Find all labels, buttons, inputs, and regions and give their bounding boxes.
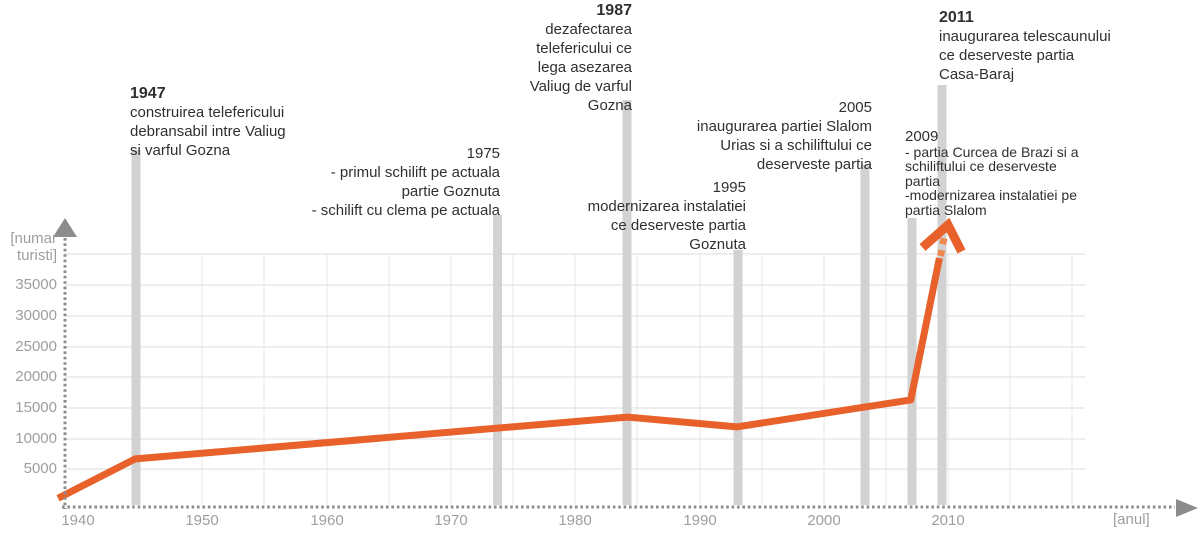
event-year: 2011	[939, 9, 974, 26]
event-bar-1995	[733, 250, 743, 505]
event-description: - partia Curcea de Brazi si a schiliftul…	[905, 143, 1079, 218]
y-tick-10000: 10000	[15, 430, 57, 447]
x-axis-arrow-icon	[1176, 499, 1198, 517]
trend-up-arrow-icon	[919, 217, 966, 254]
x-tick-1950: 1950	[185, 512, 219, 529]
event-annotation-1987: 1987 dezafectarea telefericului ce lega …	[530, 1, 632, 115]
x-tick-1990: 1990	[683, 512, 717, 529]
event-year: 2005	[838, 99, 872, 116]
event-description: dezafectarea telefericului ce lega aseza…	[529, 21, 632, 114]
y-axis-arrow-icon	[53, 218, 77, 237]
tourists-line	[56, 257, 943, 502]
x-tick-1940: 1940	[61, 512, 95, 529]
x-tick-1980: 1980	[558, 512, 592, 529]
y-tick-15000: 15000	[15, 399, 57, 416]
event-description: - primul schilift pe actuala partie Gozn…	[311, 164, 500, 219]
y-tick-30000: 30000	[15, 307, 57, 324]
y-axis-label: [numar turisti]	[10, 230, 57, 264]
event-bar-1975	[493, 215, 502, 505]
event-annotation-2005: 2005 inaugurarea partiei Slalom Urias si…	[697, 98, 872, 174]
y-tick-35000: 35000	[15, 276, 57, 293]
event-bar-1947	[131, 150, 141, 505]
event-year: 1947	[130, 85, 166, 102]
event-description: inaugurarea telescaunului ce deserveste …	[939, 28, 1111, 83]
y-tick-5000: 5000	[23, 460, 57, 477]
event-bar-2005	[860, 165, 870, 505]
event-description: inaugurarea partiei Slalom Urias si a sc…	[696, 118, 872, 173]
event-annotation-1995: 1995 modernizarea instalatiei ce deserve…	[588, 178, 746, 254]
event-year: 2009	[905, 128, 939, 145]
y-tick-25000: 25000	[15, 338, 57, 355]
event-year: 1987	[596, 2, 632, 19]
event-bar-1987	[622, 100, 632, 505]
event-year: 1995	[712, 179, 746, 196]
y-tick-20000: 20000	[15, 368, 57, 385]
event-year: 1975	[466, 145, 500, 162]
event-description: modernizarea instalatiei ce deserveste p…	[587, 198, 746, 253]
projection-dashed-line	[937, 227, 950, 257]
x-tick-2000: 2000	[807, 512, 841, 529]
event-bar-2011	[937, 85, 947, 505]
x-tick-1970: 1970	[434, 512, 468, 529]
event-annotation-2009: 2009 - partia Curcea de Brazi si a schil…	[905, 128, 1079, 218]
x-axis-label: [anul]	[1113, 511, 1150, 528]
event-annotation-1975: 1975 - primul schilift pe actuala partie…	[312, 144, 500, 220]
event-bar-2009	[907, 218, 917, 505]
x-tick-1960: 1960	[310, 512, 344, 529]
event-annotation-1947: 1947 construirea telefericului debransab…	[130, 84, 286, 160]
vertical-gridlines	[139, 254, 1073, 505]
event-description: construirea telefericului debransabil in…	[130, 104, 286, 159]
event-annotation-2011: 2011 inaugurarea telescaunului ce deserv…	[939, 8, 1111, 84]
event-bars	[131, 85, 947, 505]
x-tick-2010: 2010	[931, 512, 965, 529]
